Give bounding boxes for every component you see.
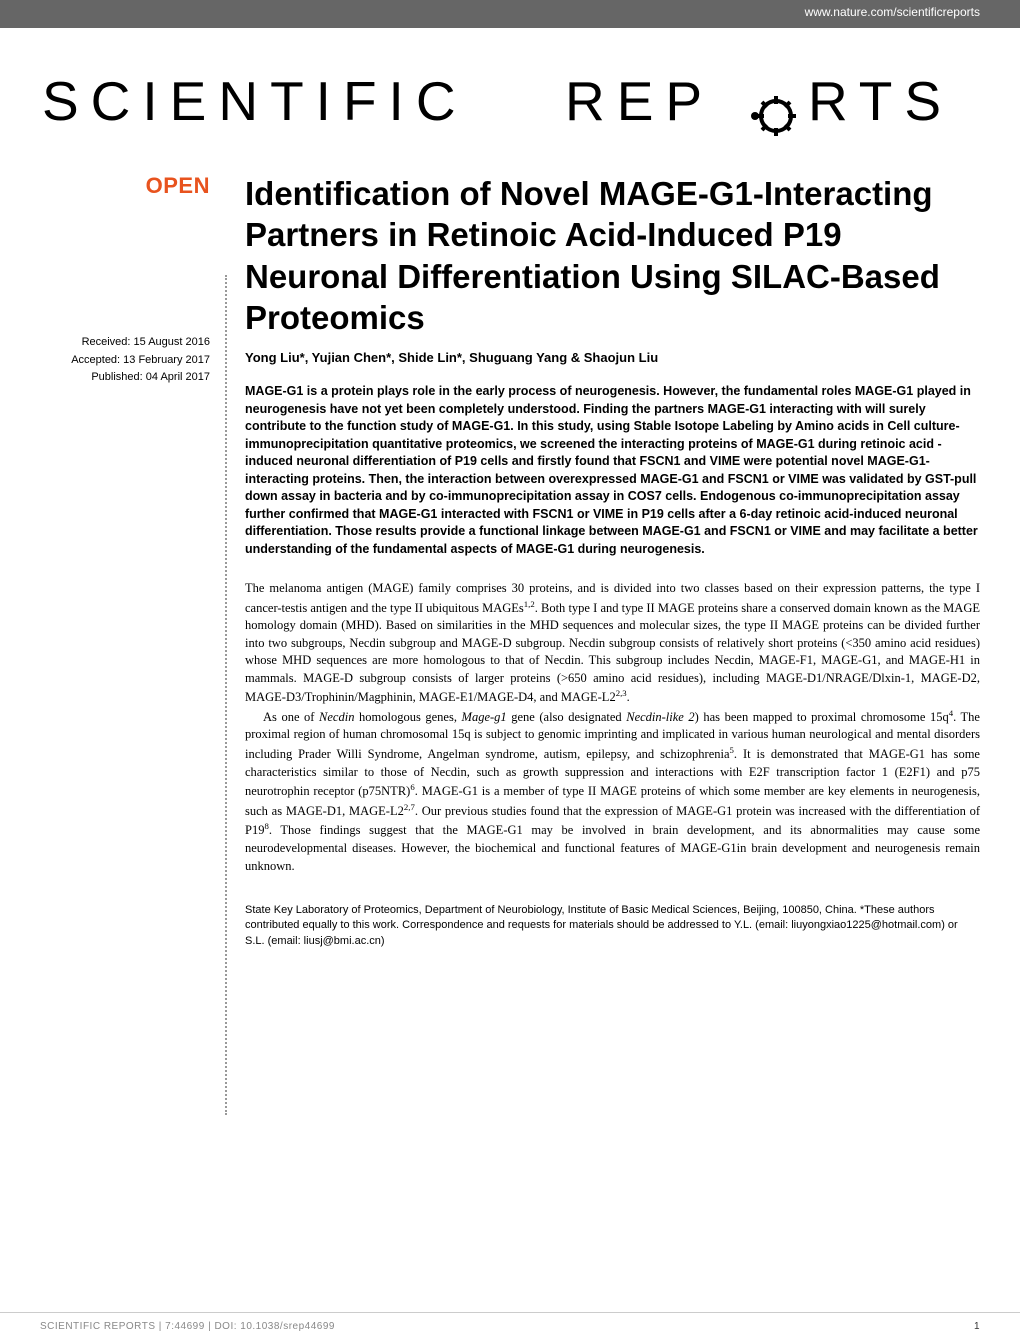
scientific-reports-logo: SCIENTIFIC REP RTS xyxy=(40,58,980,148)
open-access-badge: OPEN xyxy=(40,173,210,199)
page-number: 1 xyxy=(974,1321,980,1332)
published-date: Published: 04 April 2017 xyxy=(40,369,210,387)
received-date: Received: 15 August 2016 xyxy=(40,334,210,352)
abstract-text: MAGE-G1 is a protein plays role in the e… xyxy=(245,383,980,558)
left-column: OPEN Received: 15 August 2016 Accepted: … xyxy=(40,173,225,949)
footer-citation: SCIENTIFIC REPORTS | 7:44699 | DOI: 10.1… xyxy=(40,1321,335,1332)
svg-text:SCIENTIFIC: SCIENTIFIC xyxy=(42,70,468,132)
article-title: Identification of Novel MAGE-G1-Interact… xyxy=(245,173,980,338)
content-wrapper: OPEN Received: 15 August 2016 Accepted: … xyxy=(0,173,1020,949)
body-paragraph-2: As one of Necdin homologous genes, Mage-… xyxy=(245,707,980,875)
footer: SCIENTIFIC REPORTS | 7:44699 | DOI: 10.1… xyxy=(0,1312,1020,1340)
dotted-separator xyxy=(225,275,227,1115)
affiliation-block: State Key Laboratory of Proteomics, Depa… xyxy=(245,903,980,949)
authors-list: Yong Liu*, Yujian Chen*, Shide Lin*, Shu… xyxy=(245,350,980,365)
body-text: The melanoma antigen (MAGE) family compr… xyxy=(245,580,980,875)
journal-logo: SCIENTIFIC REP RTS xyxy=(0,28,1020,173)
svg-text:RTS: RTS xyxy=(808,70,953,132)
svg-text:REP: REP xyxy=(565,70,714,132)
header-bar: www.nature.com/scientificreports xyxy=(0,0,1020,28)
dates-block: Received: 15 August 2016 Accepted: 13 Fe… xyxy=(40,334,210,387)
header-url: www.nature.com/scientificreports xyxy=(805,5,980,19)
accepted-date: Accepted: 13 February 2017 xyxy=(40,352,210,370)
right-column: Identification of Novel MAGE-G1-Interact… xyxy=(225,173,980,949)
body-paragraph-1: The melanoma antigen (MAGE) family compr… xyxy=(245,580,980,707)
